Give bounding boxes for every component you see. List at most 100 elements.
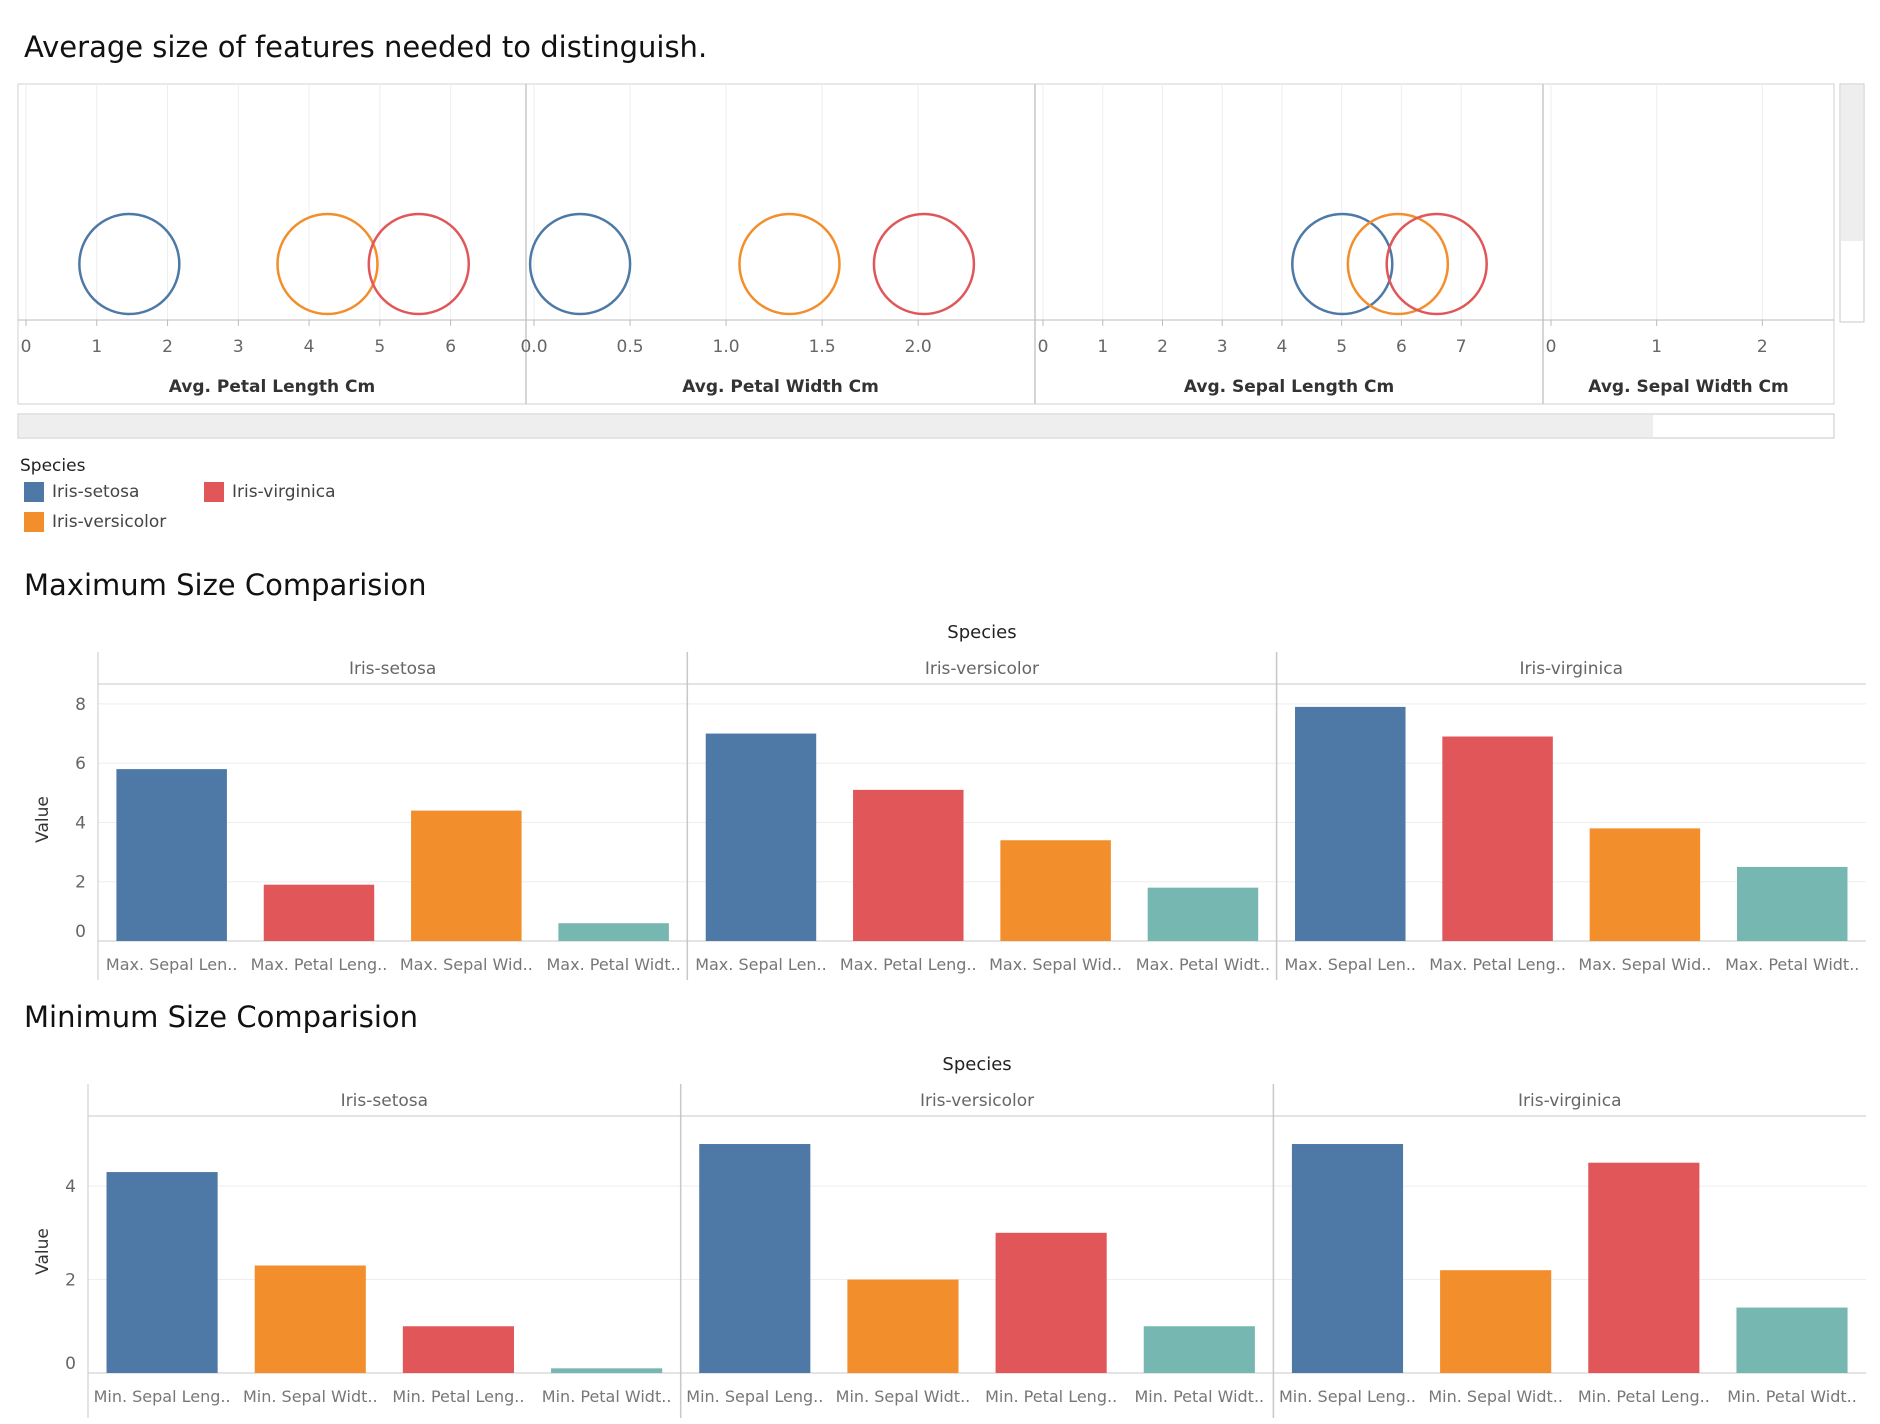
tick-label-avg-sepal-width-cm: 0: [1546, 337, 1557, 357]
legend-swatch-iris-versicolor: [24, 512, 44, 532]
point-iris-virginica-avg-petal-length-cm: [367, 212, 471, 316]
category-label: Min. Sepal Widt..: [836, 1387, 971, 1406]
category-label: Max. Petal Leng..: [251, 955, 388, 974]
tick-label-avg-sepal-length-cm: 4: [1277, 337, 1288, 357]
tick-label-avg-petal-width-cm: 1.5: [809, 337, 836, 357]
category-label: Max. Sepal Wid..: [989, 955, 1122, 974]
category-label: Min. Petal Widt..: [1135, 1387, 1265, 1406]
y-axis-label: Value: [33, 1228, 53, 1275]
avg-features-chart: 0 1 2 3 4 5 6 Avg. Petal Length Cm 0.0 0.5 1.0 1.5 2…: [17, 83, 1865, 439]
y-tick-label: 2: [75, 873, 86, 893]
category-label: Min. Petal Leng..: [1578, 1387, 1710, 1406]
category-label: Max. Petal Leng..: [840, 955, 977, 974]
category-label: Min. Sepal Leng..: [1279, 1387, 1416, 1406]
legend-label-iris-setosa: Iris-setosa: [52, 482, 140, 502]
tick-label-avg-sepal-length-cm: 6: [1396, 337, 1407, 357]
bar-iris-setosa-min-sepal-leng: [106, 1172, 218, 1373]
category-label: Min. Petal Leng..: [392, 1387, 524, 1406]
bar-iris-versicolor-max-petal-widt: [1147, 887, 1259, 941]
point-iris-virginica-avg-sepal-length-cm: [1385, 212, 1488, 316]
bar-iris-virginica-max-sepal-wid: [1589, 828, 1701, 941]
tick-label-avg-sepal-length-cm: 5: [1336, 337, 1347, 357]
category-label: Max. Sepal Len..: [106, 955, 238, 974]
tick-label-avg-sepal-width-cm: 1: [1651, 337, 1662, 357]
legend-item-iris-virginica[interactable]: Iris-virginica: [204, 482, 336, 502]
panel-header-iris-versicolor: Iris-versicolor: [920, 1091, 1034, 1111]
y-tick-label: 6: [75, 754, 86, 774]
legend-item-iris-setosa[interactable]: Iris-setosa: [24, 482, 139, 502]
axis-label-avg-petal-length-cm: Avg. Petal Length Cm: [169, 377, 375, 397]
category-label: Min. Sepal Widt..: [1428, 1387, 1563, 1406]
y-tick-label: 2: [65, 1271, 76, 1291]
tick-label-avg-sepal-length-cm: 1: [1097, 337, 1108, 357]
bar-iris-versicolor-max-petal-leng: [853, 789, 964, 941]
legend-label-iris-versicolor: Iris-versicolor: [52, 512, 167, 532]
axis-label-avg-petal-width-cm: Avg. Petal Width Cm: [682, 377, 879, 397]
point-iris-setosa-avg-sepal-length-cm: [1291, 212, 1394, 316]
bar-iris-versicolor-min-petal-leng: [995, 1232, 1107, 1373]
bar-iris-setosa-min-sepal-widt: [254, 1265, 366, 1373]
tick-label-avg-sepal-length-cm: 2: [1157, 337, 1168, 357]
legend-title: Species: [20, 456, 86, 476]
tick-label-avg-petal-length-cm: 3: [233, 337, 244, 357]
vertical-scrollbar-thumb: [1841, 85, 1863, 241]
bar-iris-versicolor-min-sepal-leng: [699, 1144, 811, 1373]
bar-iris-virginica-max-sepal-len: [1295, 706, 1406, 941]
bar-iris-virginica-min-sepal-leng: [1291, 1144, 1404, 1373]
legend-label-iris-virginica: Iris-virginica: [232, 482, 336, 502]
tick-label-avg-petal-length-cm: 5: [374, 337, 385, 357]
category-label: Min. Sepal Leng..: [94, 1387, 231, 1406]
category-label: Max. Petal Leng..: [1429, 955, 1566, 974]
horizontal-scrollbar-thumb: [19, 415, 1653, 437]
category-label: Min. Petal Leng..: [985, 1387, 1117, 1406]
category-label: Max. Sepal Len..: [695, 955, 827, 974]
tick-label-avg-sepal-length-cm: 0: [1038, 337, 1049, 357]
bar-iris-setosa-min-petal-widt: [551, 1368, 663, 1373]
category-label: Max. Sepal Wid..: [1578, 955, 1711, 974]
tick-label-avg-petal-width-cm: 0.0: [520, 337, 547, 357]
min-size-chart: Species Value 0 2 4 Iris-setosa Min. Sepal Len…: [33, 1054, 1867, 1418]
bar-iris-setosa-max-sepal-len: [116, 769, 227, 941]
legend-swatch-iris-virginica: [204, 482, 224, 502]
max-chart-title: Maximum Size Comparision: [24, 568, 427, 602]
panel-header-iris-virginica: Iris-virginica: [1518, 1091, 1622, 1111]
bar-iris-virginica-min-sepal-widt: [1440, 1270, 1552, 1373]
tick-label-avg-sepal-width-cm: 2: [1757, 337, 1768, 357]
tick-label-avg-petal-width-cm: 1.0: [713, 337, 740, 357]
legend-swatch-iris-setosa: [24, 482, 44, 502]
axis-label-avg-sepal-width-cm: Avg. Sepal Width Cm: [1588, 377, 1788, 397]
tick-label-avg-petal-width-cm: 0.5: [617, 337, 644, 357]
category-label: Max. Sepal Len..: [1284, 955, 1416, 974]
bar-iris-setosa-max-sepal-wid: [411, 810, 522, 941]
point-iris-setosa-avg-petal-width-cm: [528, 212, 632, 316]
panel-header-iris-virginica: Iris-virginica: [1519, 659, 1623, 679]
y-tick-label: 8: [75, 695, 86, 715]
bar-iris-virginica-max-petal-leng: [1442, 736, 1553, 941]
category-label: Min. Petal Widt..: [1727, 1387, 1857, 1406]
point-iris-versicolor-avg-petal-length-cm: [276, 212, 379, 316]
max-size-chart: Species Value 0 2 4 6 8 Iris-setosa Max. Sepal L…: [33, 622, 1866, 980]
y-tick-label: 4: [65, 1177, 76, 1197]
category-label: Min. Sepal Widt..: [243, 1387, 378, 1406]
bar-iris-setosa-max-petal-widt: [558, 923, 669, 941]
panel-header-iris-versicolor: Iris-versicolor: [925, 659, 1039, 679]
species-header: Species: [947, 622, 1016, 643]
point-iris-virginica-avg-petal-width-cm: [872, 212, 976, 316]
bar-iris-versicolor-min-petal-widt: [1143, 1326, 1255, 1373]
panel-header-iris-setosa: Iris-setosa: [349, 659, 436, 679]
avg-chart-title: Average size of features needed to disti…: [24, 30, 708, 64]
category-label: Min. Sepal Leng..: [686, 1387, 823, 1406]
bar-iris-setosa-min-petal-leng: [402, 1326, 515, 1373]
bar-iris-virginica-max-petal-widt: [1736, 866, 1848, 941]
bar-iris-versicolor-min-sepal-widt: [847, 1279, 959, 1373]
tick-label-avg-sepal-length-cm: 7: [1456, 337, 1467, 357]
species-legend: Species Iris-setosa Iris-virginica Iris-…: [20, 456, 440, 542]
legend-item-iris-versicolor[interactable]: Iris-versicolor: [24, 512, 166, 532]
tick-label-avg-petal-length-cm: 2: [162, 337, 173, 357]
category-label: Max. Sepal Wid..: [400, 955, 533, 974]
bar-iris-virginica-min-petal-leng: [1588, 1162, 1700, 1373]
tick-label-avg-petal-length-cm: 6: [445, 337, 456, 357]
point-iris-versicolor-avg-petal-width-cm: [738, 212, 841, 316]
y-tick-label: 4: [75, 813, 86, 833]
y-tick-label: 0: [65, 1354, 76, 1374]
